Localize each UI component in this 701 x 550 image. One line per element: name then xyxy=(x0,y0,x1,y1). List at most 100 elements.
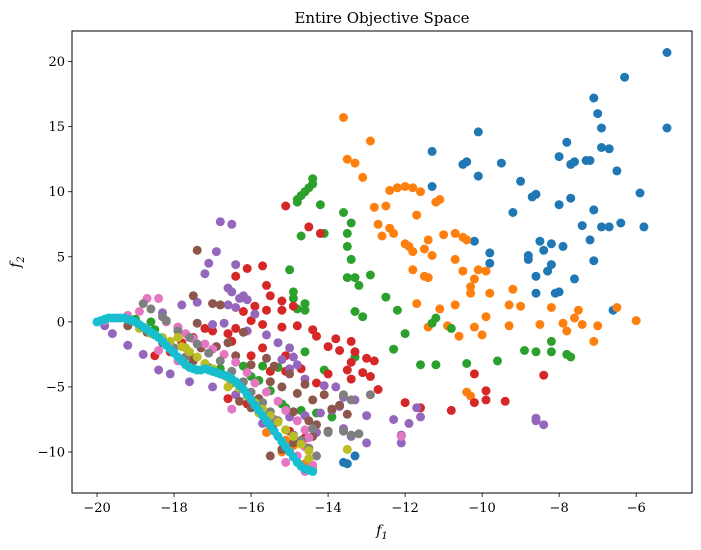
data-point-s1-36 xyxy=(535,236,545,246)
data-point-s1-11 xyxy=(554,152,564,162)
data-point-s1-38 xyxy=(558,241,568,251)
data-point-s5-52 xyxy=(389,415,399,424)
data-point-s1-2 xyxy=(662,123,672,133)
data-point-s3-33 xyxy=(431,360,441,370)
x-tick-label: −10 xyxy=(468,501,495,516)
data-point-s3-32 xyxy=(446,323,456,333)
y-axis-label-subscript: 2 xyxy=(16,256,27,263)
data-point-s9-25 xyxy=(181,343,191,353)
data-point-s5-54 xyxy=(362,411,372,421)
data-point-s3-19 xyxy=(285,265,295,275)
data-point-s2-51 xyxy=(577,320,587,329)
data-point-s5-34 xyxy=(315,408,325,418)
data-point-s2-3 xyxy=(350,158,360,168)
data-point-s3-14 xyxy=(346,254,356,264)
data-point-s7-17 xyxy=(273,396,283,406)
data-point-s9-18 xyxy=(288,431,298,441)
data-point-s4-17 xyxy=(292,321,302,331)
data-point-s2-49 xyxy=(570,313,579,323)
data-point-s8-22 xyxy=(354,429,364,439)
data-point-s6-25 xyxy=(288,407,298,417)
data-point-s1-48 xyxy=(543,266,553,276)
data-point-s5-9 xyxy=(235,293,244,303)
data-point-s4-7 xyxy=(265,291,275,301)
data-point-s2-14 xyxy=(412,210,422,220)
data-point-s5-49 xyxy=(396,438,406,448)
data-point-s8-7 xyxy=(204,348,214,358)
data-point-s5-55 xyxy=(362,438,372,448)
data-point-s5-22 xyxy=(285,343,295,353)
data-point-s6-37 xyxy=(192,318,202,328)
data-point-s6-5 xyxy=(223,338,233,348)
data-point-s3-9 xyxy=(346,218,356,228)
data-point-s3-38 xyxy=(531,347,541,357)
data-point-s5-8 xyxy=(223,283,233,293)
data-point-s3-42 xyxy=(566,352,576,362)
data-point-s4-21 xyxy=(346,336,356,346)
data-point-s1-52 xyxy=(550,288,560,298)
data-point-s5-17 xyxy=(208,320,218,329)
data-point-s6-0 xyxy=(192,245,202,255)
data-point-s8-6 xyxy=(192,339,202,349)
x-tick-label: −12 xyxy=(391,501,418,516)
data-point-s3-64 xyxy=(146,317,156,327)
data-point-s2-58 xyxy=(504,321,514,331)
x-tick-label: −8 xyxy=(550,501,569,516)
data-point-s2-15 xyxy=(373,219,383,229)
data-point-s4-55 xyxy=(469,398,479,408)
data-point-s9-21 xyxy=(304,454,314,463)
data-point-s5-41 xyxy=(185,377,194,387)
data-point-s3-61 xyxy=(327,412,337,422)
data-point-s5-50 xyxy=(416,412,425,422)
data-point-s1-42 xyxy=(546,260,556,270)
data-point-s2-6 xyxy=(400,182,410,191)
data-point-s5-10 xyxy=(242,295,252,305)
data-point-s2-12 xyxy=(381,201,391,211)
series-10 xyxy=(92,313,318,476)
data-point-s3-39 xyxy=(546,347,556,357)
data-point-s4-54 xyxy=(481,395,491,405)
data-point-s8-27 xyxy=(365,390,375,400)
data-point-s1-3 xyxy=(589,93,599,103)
data-point-s1-31 xyxy=(597,222,606,232)
data-point-s2-25 xyxy=(419,244,429,254)
data-point-s5-15 xyxy=(177,300,187,310)
x-tick-label: −6 xyxy=(627,501,646,516)
data-point-s4-11 xyxy=(262,305,271,315)
data-point-s2-7 xyxy=(385,185,395,195)
data-point-s4-16 xyxy=(277,322,287,332)
data-point-s5-60 xyxy=(531,416,541,426)
data-point-s3-37 xyxy=(520,346,529,355)
data-point-s5-29 xyxy=(331,382,341,392)
data-point-s7-29 xyxy=(154,346,164,355)
data-point-s8-25 xyxy=(339,390,348,400)
data-point-s4-28 xyxy=(342,365,352,375)
data-point-s6-32 xyxy=(265,451,275,461)
y-axis-label-main: f xyxy=(8,260,24,269)
data-point-s2-27 xyxy=(404,241,414,251)
data-point-s1-6 xyxy=(473,127,483,137)
data-point-s4-45 xyxy=(200,323,210,333)
data-point-s1-35 xyxy=(585,235,595,245)
data-point-s3-15 xyxy=(350,273,360,283)
x-axis-label: f1 xyxy=(375,523,388,542)
data-point-s1-44 xyxy=(469,236,479,246)
data-point-s4-13 xyxy=(238,307,248,316)
data-point-s4-29 xyxy=(358,368,368,378)
data-point-s5-1 xyxy=(227,219,237,229)
data-point-s2-28 xyxy=(427,251,437,260)
data-point-s6-16 xyxy=(319,390,329,400)
data-point-s4-50 xyxy=(469,369,479,379)
data-point-s3-28 xyxy=(392,305,402,315)
data-point-s2-13 xyxy=(369,202,379,212)
data-point-s4-8 xyxy=(277,296,287,306)
data-point-s5-14 xyxy=(192,297,202,307)
data-point-s3-31 xyxy=(427,318,437,328)
ticks-layer: −20 −18 −16 −14 −12 −10 −8 −6 −10 −5 0 5 10 15 20 xyxy=(38,55,646,516)
data-point-s5-61 xyxy=(539,420,549,430)
data-point-s3-45 xyxy=(300,347,310,357)
data-point-s4-20 xyxy=(331,334,341,344)
data-point-s9-19 xyxy=(296,439,306,449)
data-point-s2-22 xyxy=(439,230,449,240)
data-point-s3-18 xyxy=(354,280,364,290)
